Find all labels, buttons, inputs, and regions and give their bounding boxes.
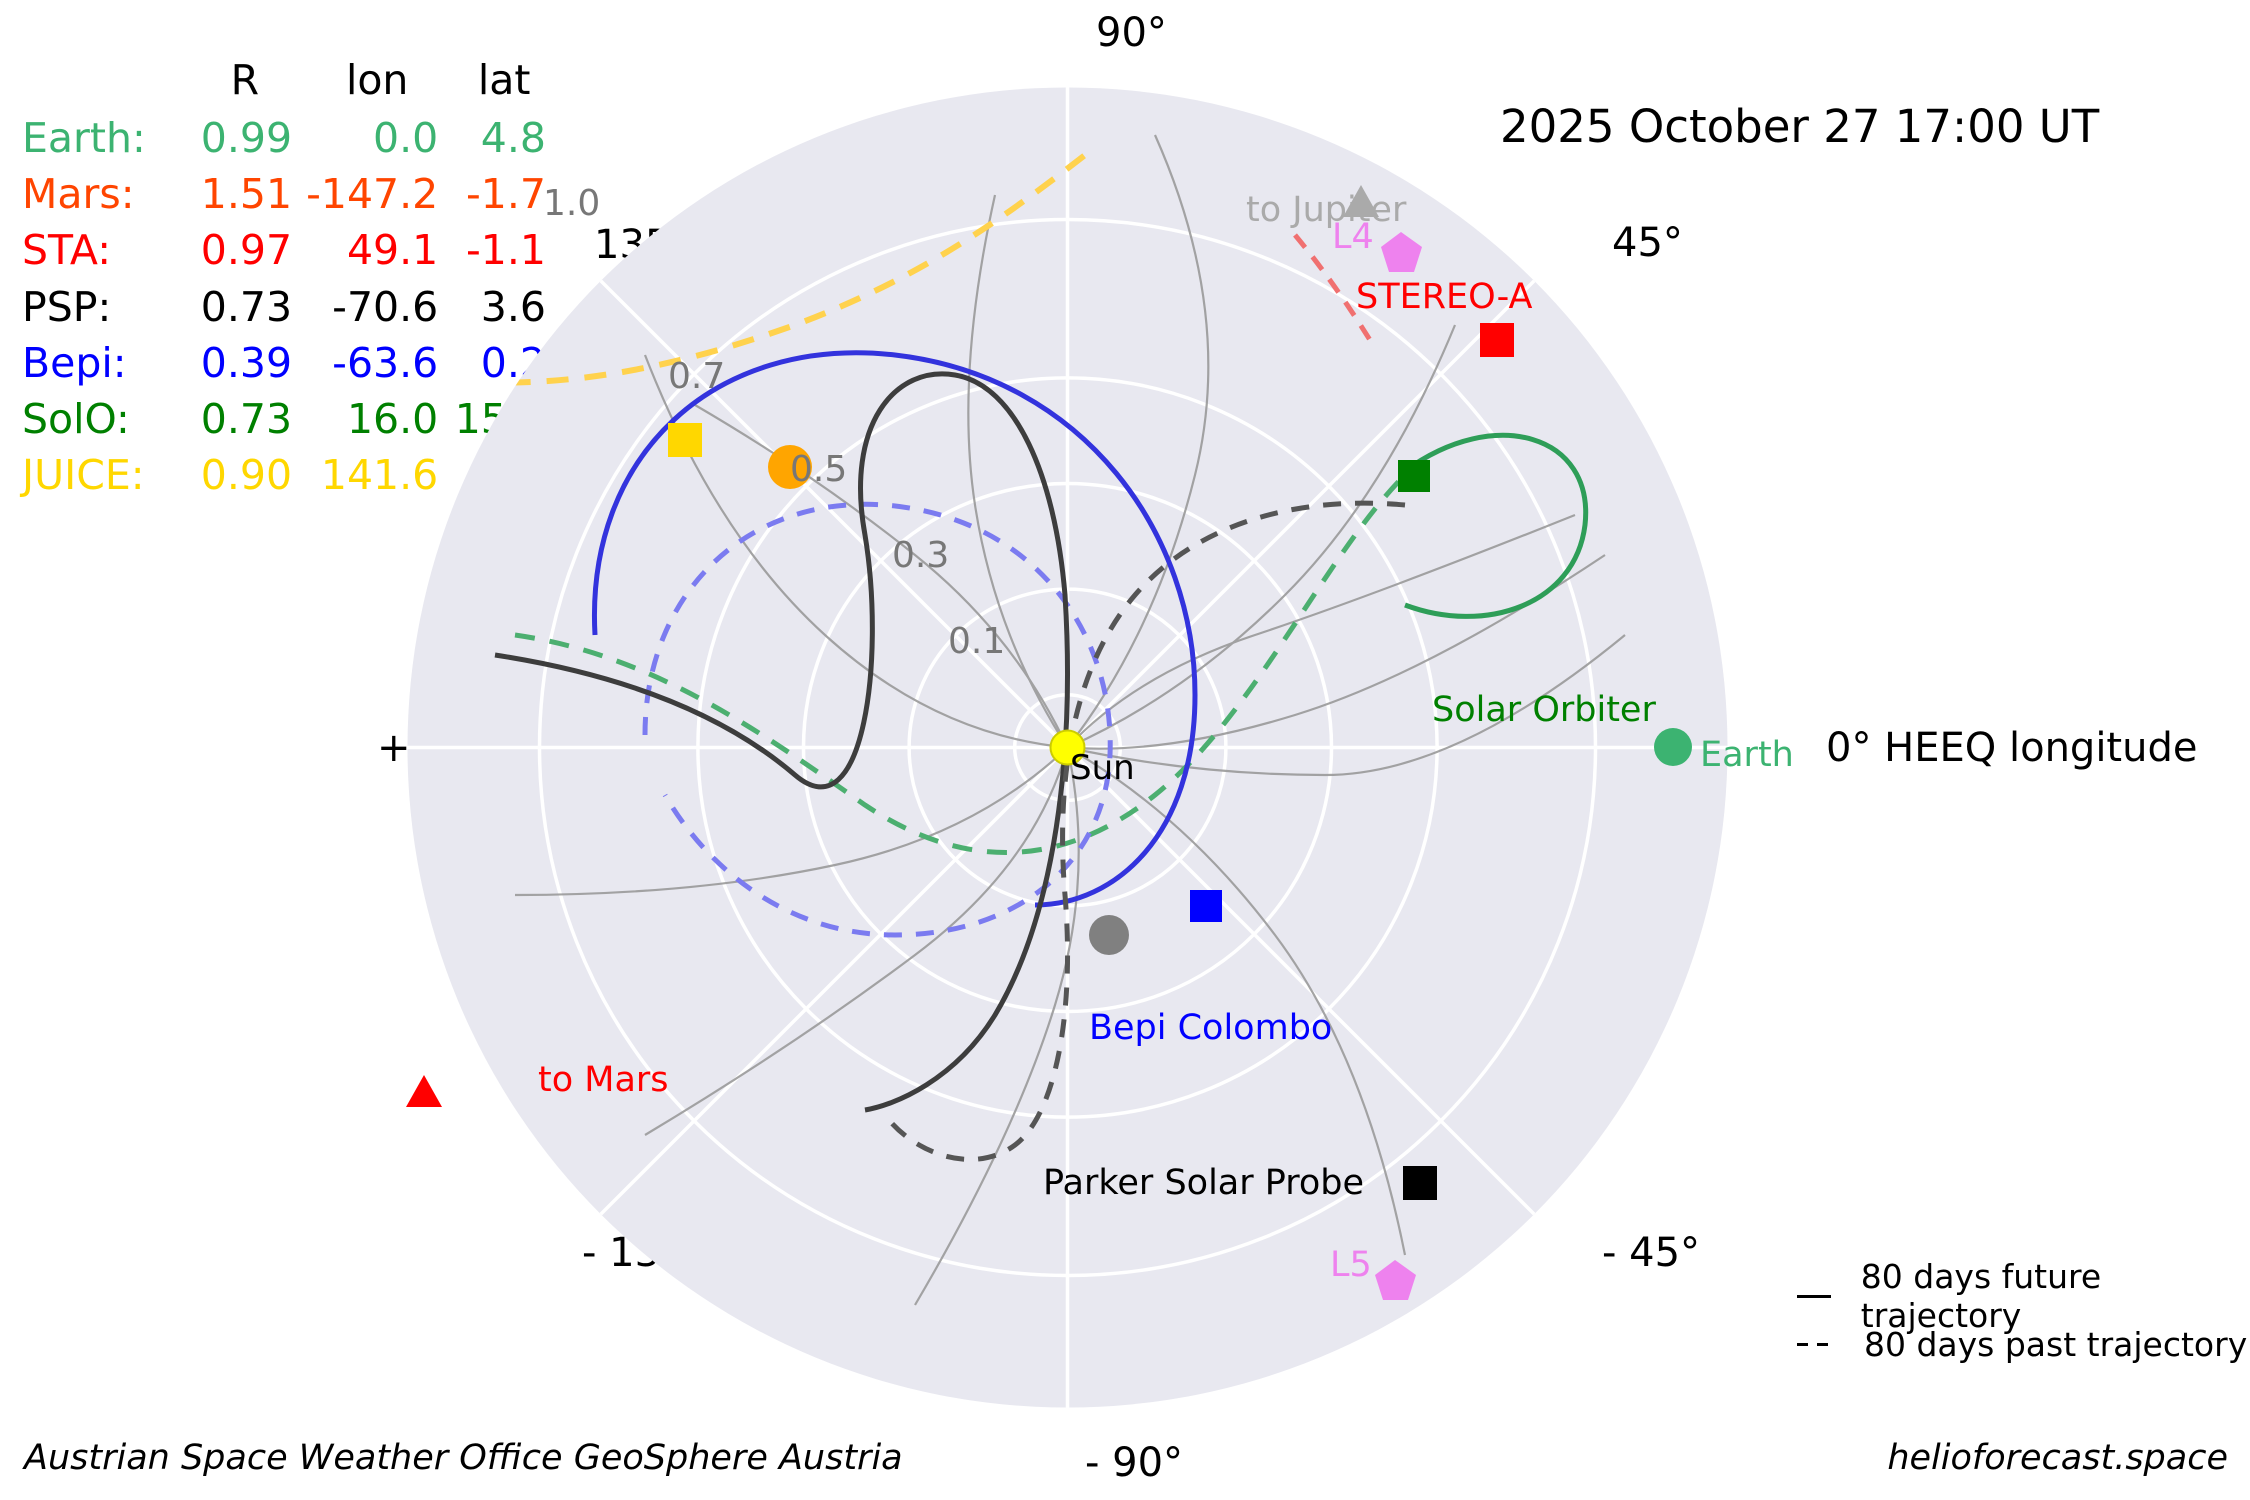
cell-r: 0.90 — [200, 451, 293, 500]
cell-name: PSP: — [22, 282, 112, 331]
footer-website: helioforecast.space — [1887, 1438, 2228, 1478]
to-mars-marker-outer — [406, 1075, 442, 1107]
table-header-row: R lon lat — [18, 52, 558, 110]
bepi-future-trajectory — [591, 350, 1198, 908]
cell-r: 1.51 — [200, 170, 293, 219]
bepi-colombo-marker — [1190, 890, 1222, 922]
cell-r: 0.73 — [200, 282, 293, 331]
mercury-marker — [1089, 915, 1129, 955]
datetime-title: 2025 October 27 17:00 UT — [1500, 100, 2100, 153]
cell-r: 0.73 — [200, 394, 293, 443]
legend-label-future: 80 days future trajectory — [1860, 1257, 2102, 1335]
stereo-a-marker — [1480, 323, 1514, 357]
label-to-mars: to Mars — [538, 1060, 669, 1100]
radial-tick-0.3: 0.3 — [892, 535, 949, 576]
solid-line-icon — [1786, 1272, 1843, 1320]
label-l5: L5 — [1330, 1245, 1372, 1285]
cell-lon: 16.0 — [346, 394, 439, 443]
psp-marker — [1403, 1166, 1437, 1200]
solo-past-trajectory — [514, 473, 1407, 855]
table-row: Bepi: 0.39 -63.6 0.2 — [18, 335, 558, 391]
trajectory-legend: 80 days future trajectory 80 days past t… — [1786, 1257, 2250, 1368]
axis-label-45: 45° — [1612, 220, 1683, 266]
legend-row-past: 80 days past trajectory — [1786, 1320, 2250, 1368]
col-header-lat: lat — [477, 56, 531, 104]
cell-r: 0.99 — [200, 114, 293, 163]
radial-tick-0.5: 0.5 — [790, 449, 847, 490]
table-row: STA: 0.97 49.1 -1.1 — [18, 222, 558, 278]
label-bepi-colombo: Bepi Colombo — [1089, 1008, 1333, 1048]
bepi-past-trajectory — [642, 501, 1113, 938]
polar-plot-canvas: 1.0 0.7 0.5 0.3 0.1 — [395, 75, 1740, 1420]
cell-lat: 3.6 — [480, 282, 546, 331]
cell-lat: -1.1 — [466, 226, 546, 275]
col-header-lon: lon — [345, 56, 409, 104]
label-stereo-a: STEREO-A — [1356, 277, 1533, 317]
psp-future-trajectory — [494, 371, 1070, 1113]
cell-lon: -63.6 — [332, 338, 439, 387]
axis-label-90: 90° — [1096, 10, 1167, 56]
table-row: PSP: 0.73 -70.6 3.6 — [18, 279, 558, 335]
axis-label-m45: - 45° — [1602, 1230, 1701, 1276]
footer-credit: Austrian Space Weather Office GeoSphere … — [24, 1438, 903, 1478]
angular-gridlines — [407, 87, 1728, 1408]
solar-orbiter-marker — [1398, 460, 1430, 492]
cell-lat: -1.7 — [466, 170, 546, 219]
radial-tick-labels: 1.0 0.7 0.5 0.3 0.1 — [543, 183, 1005, 662]
table-row: Earth: 0.99 0.0 4.8 — [18, 110, 558, 166]
dashed-line-icon — [1786, 1320, 1846, 1368]
earth-marker — [1654, 728, 1692, 766]
axis-label-0: 0° HEEQ longitude — [1826, 725, 2198, 771]
col-header-name — [18, 52, 186, 110]
solo-future-trajectory — [1403, 432, 1589, 619]
legend-label-past: 80 days past trajectory — [1864, 1324, 2248, 1364]
label-earth: Earth — [1700, 735, 1794, 775]
venus-marker — [768, 445, 812, 489]
cell-lon: 49.1 — [346, 226, 439, 275]
radial-tick-0.1: 0.1 — [948, 621, 1005, 662]
positions-table: R lon lat Earth: 0.99 0.0 4.8 Mars: 1.51 -147.… — [18, 52, 558, 503]
label-l4: L4 — [1332, 217, 1374, 257]
label-sun: Sun — [1070, 748, 1135, 788]
to-jupiter-marker — [1343, 185, 1379, 217]
legend-row-future: 80 days future trajectory — [1786, 1257, 2250, 1335]
stereo-a-past-trajectory — [1293, 233, 1373, 342]
label-solar-orbiter: Solar Orbiter — [1432, 690, 1656, 730]
axis-label-m90: - 90° — [1085, 1440, 1184, 1486]
cell-name: Bepi: — [22, 338, 127, 387]
parker-spirals — [514, 134, 1626, 1306]
cell-r: 0.97 — [200, 226, 293, 275]
juice-future-trajectory — [410, 122, 497, 266]
cell-name: STA: — [22, 226, 112, 275]
table-row: Mars: 1.51 -147.2 -1.7 — [18, 166, 558, 222]
sun-marker — [1049, 729, 1086, 766]
juice-marker — [668, 423, 702, 457]
cell-lon: 0.0 — [373, 114, 439, 163]
cell-name: SolO: — [22, 394, 130, 443]
label-to-jupiter: to Jupiter — [1246, 190, 1407, 230]
col-header-r: R — [230, 56, 260, 104]
cell-lat: 4.8 — [480, 114, 546, 163]
cell-lon: 141.6 — [320, 451, 439, 500]
radial-tick-1.0: 1.0 — [543, 183, 600, 224]
psp-past-trajectory — [883, 500, 1406, 1162]
radial-tick-0.7: 0.7 — [668, 356, 725, 397]
cell-name: Earth: — [22, 114, 146, 163]
label-parker-solar-probe: Parker Solar Probe — [1043, 1163, 1365, 1203]
cell-name: Mars: — [22, 170, 135, 219]
cell-r: 0.39 — [200, 338, 293, 387]
cell-lon: -147.2 — [306, 170, 439, 219]
l5-marker — [1375, 1260, 1416, 1300]
cell-lon: -70.6 — [332, 282, 439, 331]
cell-name: JUICE: — [22, 451, 145, 500]
l4-marker — [1381, 232, 1422, 272]
